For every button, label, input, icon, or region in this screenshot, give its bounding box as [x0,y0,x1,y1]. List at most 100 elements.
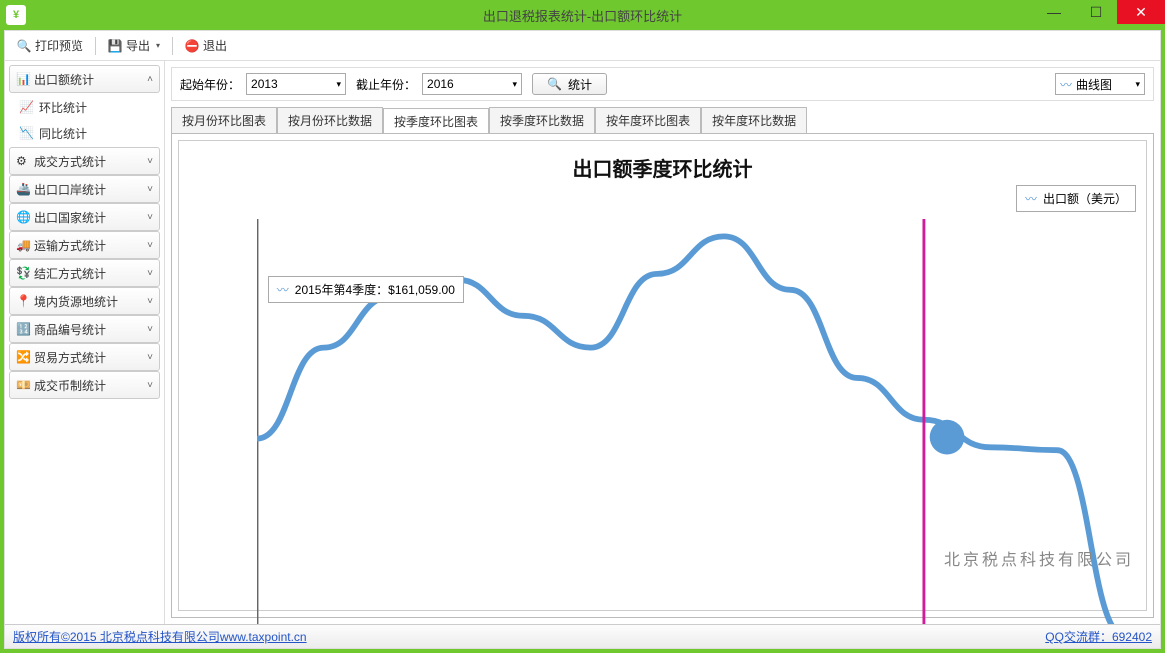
chevron-down-icon: ▾ [1135,79,1140,90]
chart-title: 出口额季度环比统计 [179,141,1146,186]
sidebar-group-label: 境内货源地统计 [34,293,147,310]
print-preview-label: 打印预览 [35,37,83,54]
chevron-up-icon: ˄ [147,74,153,85]
main-toolbar: 🔍 打印预览 💾 导出 ▾ ⛔ 退出 [5,31,1160,61]
chevron-down-icon: ˅ [147,380,153,391]
sidebar-group-label: 贸易方式统计 [34,349,147,366]
group-icon: 🔢 [16,322,30,336]
chart-tooltip: 〰 2015年第4季度：$161,059.00 [268,276,464,303]
tab-2[interactable]: 按季度环比图表 [383,108,489,134]
start-year-label: 起始年份： [180,76,240,93]
chart-type-select[interactable]: 〰 曲线图 ▾ [1055,73,1145,95]
start-year-value: 2013 [251,77,278,91]
data-tabs: 按月份环比图表按月份环比数据按季度环比图表按季度环比数据按年度环比图表按年度环比… [171,107,1154,133]
chevron-down-icon: ▾ [156,41,160,50]
curve-icon: 〰 [1025,190,1037,207]
sidebar-group-label: 成交币制统计 [34,377,147,394]
chevron-down-icon: ▾ [336,79,341,90]
curve-icon: 〰 [277,281,289,298]
end-year-select[interactable]: 2016 ▾ [422,73,522,95]
sidebar-group-label: 出口口岸统计 [34,181,147,198]
close-icon: ⛔ [185,39,199,53]
group-icon: ⚙ [16,154,30,168]
tooltip-text: 2015年第4季度：$161,059.00 [295,281,455,298]
group-icon: 💴 [16,378,30,392]
exit-label: 退出 [203,37,227,54]
curve-icon: 〰 [1060,76,1072,93]
chart-icon: 📊 [16,72,30,86]
separator [172,37,173,55]
sidebar-group-2[interactable]: 🌐 出口国家统计˅ [9,203,160,231]
exit-button[interactable]: ⛔ 退出 [179,35,233,56]
chart-type-value: 曲线图 [1076,76,1112,93]
qq-group-link[interactable]: QQ交流群：692402 [1045,630,1152,644]
group-icon: 🌐 [16,210,30,224]
titlebar: ¥ 出口退税报表统计-出口额环比统计 — ☐ ✕ [0,0,1165,30]
export-label: 导出 [126,37,150,54]
sidebar-group-label: 结汇方式统计 [34,265,147,282]
end-year-label: 截止年份： [356,76,416,93]
group-icon: 💱 [16,266,30,280]
magnifier-icon: 🔍 [17,39,31,53]
sidebar-group-label: 出口额统计 [34,71,147,88]
statistics-label: 统计 [568,76,592,93]
line-chart-icon: 📈 [19,100,33,114]
tab-3[interactable]: 按季度环比数据 [489,107,595,133]
group-icon: 🚚 [16,238,30,252]
copyright-link[interactable]: 版权所有©2015 北京税点科技有限公司www.taxpoint.cn [13,630,307,644]
sidebar-group-7[interactable]: 🔀 贸易方式统计˅ [9,343,160,371]
chevron-down-icon: ˅ [147,268,153,279]
tab-1[interactable]: 按月份环比数据 [277,107,383,133]
window-title: 出口退税报表统计-出口额环比统计 [483,6,682,25]
start-year-select[interactable]: 2013 ▾ [246,73,346,95]
sidebar-group-4[interactable]: 💱 结汇方式统计˅ [9,259,160,287]
minimize-button[interactable]: — [1033,0,1075,24]
sidebar-sub-label: 环比统计 [39,99,87,116]
maximize-button[interactable]: ☐ [1075,0,1117,24]
group-icon: 📍 [16,294,30,308]
save-icon: 💾 [108,39,122,53]
sidebar-item-tongbi[interactable]: 📉 同比统计 [9,121,160,145]
sidebar-group-0[interactable]: ⚙ 成交方式统计˅ [9,147,160,175]
app-icon: ¥ [6,5,26,25]
group-icon: 🔀 [16,350,30,364]
statistics-button[interactable]: 🔍 统计 [532,73,607,95]
sidebar-group-5[interactable]: 📍 境内货源地统计˅ [9,287,160,315]
end-year-value: 2016 [427,77,454,91]
chevron-down-icon: ˅ [147,352,153,363]
chevron-down-icon: ˅ [147,184,153,195]
sidebar-group-3[interactable]: 🚚 运输方式统计˅ [9,231,160,259]
sidebar-group-label: 成交方式统计 [34,153,147,170]
sidebar-item-huanbi[interactable]: 📈 环比统计 [9,95,160,119]
bar-chart-icon: 📉 [19,126,33,140]
sidebar-group-label: 商品编号统计 [34,321,147,338]
watermark-text: 北京税点科技有限公司 [944,546,1134,570]
status-bar: 版权所有©2015 北京税点科技有限公司www.taxpoint.cn QQ交流… [5,624,1160,648]
chevron-down-icon: ˅ [147,240,153,251]
legend-label: 出口额（美元） [1043,190,1127,207]
sidebar-group-label: 出口国家统计 [34,209,147,226]
chevron-down-icon: ˅ [147,324,153,335]
chevron-down-icon: ˅ [147,212,153,223]
chevron-down-icon: ˅ [147,156,153,167]
sidebar-group-export-amount[interactable]: 📊 出口额统计 ˄ [9,65,160,93]
group-icon: 🚢 [16,182,30,196]
sidebar: 📊 出口额统计 ˄ 📈 环比统计 📉 同比统计 ⚙成交方式统计˅🚢出口口岸统计˅… [5,61,165,624]
close-button[interactable]: ✕ [1117,0,1165,24]
print-preview-button[interactable]: 🔍 打印预览 [11,35,89,56]
chart-container: 出口额季度环比统计 〰 出口额（美元） $0.00$30,000.00$60,0… [171,133,1154,618]
sidebar-group-8[interactable]: 💴 成交币制统计˅ [9,371,160,399]
sidebar-group-1[interactable]: 🚢 出口口岸统计˅ [9,175,160,203]
separator [95,37,96,55]
sidebar-group-label: 运输方式统计 [34,237,147,254]
chevron-down-icon: ˅ [147,296,153,307]
sidebar-group-6[interactable]: 🔢 商品编号统计˅ [9,315,160,343]
sidebar-sub-label: 同比统计 [39,125,87,142]
search-icon: 🔍 [547,77,562,91]
export-button[interactable]: 💾 导出 ▾ [102,35,166,56]
tab-5[interactable]: 按年度环比数据 [701,107,807,133]
chart-legend: 〰 出口额（美元） [1016,185,1136,212]
chevron-down-icon: ▾ [513,79,518,90]
tab-4[interactable]: 按年度环比图表 [595,107,701,133]
tab-0[interactable]: 按月份环比图表 [171,107,277,133]
